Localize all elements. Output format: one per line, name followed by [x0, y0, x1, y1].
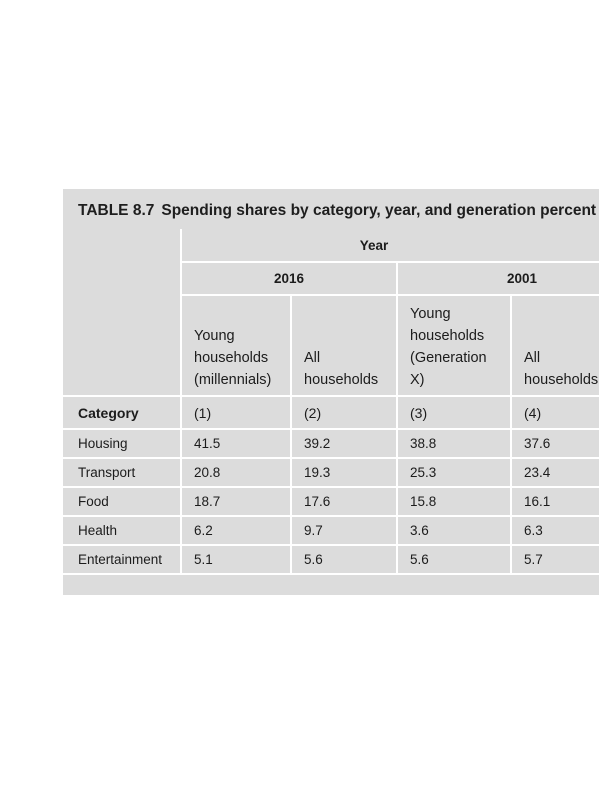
row-category: Health: [63, 515, 182, 546]
col3-label: Young households (Generation X): [396, 294, 512, 397]
header-row-year: Year: [63, 229, 599, 397]
row-value: 39.2: [290, 428, 398, 459]
spending-table: Year 2016 2001 Young households (millennia…: [63, 229, 599, 575]
col1-label: Young households (millennials): [180, 294, 292, 397]
table-row: Entertainment 5.1 5.6 5.6 5.7: [63, 544, 599, 575]
row-value: 5.7: [509, 544, 599, 575]
col3-index: (3): [396, 395, 512, 430]
year-2001-header: 2001: [395, 261, 599, 296]
table-row: Transport 20.8 19.3 25.3 23.4: [63, 457, 599, 488]
col4-label: All households: [509, 294, 599, 397]
row-value: 19.3: [290, 457, 398, 488]
table-row: Health 6.2 9.7 3.6 6.3: [63, 515, 599, 546]
row-value: 15.8: [396, 486, 512, 517]
row-value: 6.2: [180, 515, 292, 546]
row-category: Food: [63, 486, 182, 517]
row-value: 17.6: [290, 486, 398, 517]
year-2016-header: 2016: [180, 261, 398, 296]
row-value: 6.3: [509, 515, 599, 546]
row-value: 9.7: [290, 515, 398, 546]
table-caption-text: Spending shares by category, year, and g…: [161, 202, 597, 219]
row-value: 20.8: [180, 457, 292, 488]
col2-label: All households: [290, 294, 398, 397]
row-category: Transport: [63, 457, 182, 488]
row-value: 38.8: [396, 428, 512, 459]
col4-index: (4): [509, 395, 599, 430]
blank-header-cell: [63, 229, 182, 397]
row-value: 25.3: [396, 457, 512, 488]
row-value: 18.7: [180, 486, 292, 517]
index-row: Category (1) (2) (3) (4): [63, 395, 599, 430]
row-value: 41.5: [180, 428, 292, 459]
table-row: Food 18.7 17.6 15.8 16.1: [63, 486, 599, 517]
table-panel: TABLE 8.7 Spending shares by category, ye…: [63, 189, 599, 595]
row-value: 23.4: [509, 457, 599, 488]
table-caption: TABLE 8.7 Spending shares by category, ye…: [78, 202, 596, 220]
row-value: 5.6: [290, 544, 398, 575]
row-value: 16.1: [509, 486, 599, 517]
header-row-descriptions: Young households (millennials) All househol…: [63, 294, 599, 397]
header-row-years: 2016 2001: [63, 261, 599, 296]
row-category: Entertainment: [63, 544, 182, 575]
row-value: 3.6: [396, 515, 512, 546]
category-header: Category: [63, 395, 182, 430]
row-value: 5.6: [396, 544, 512, 575]
row-value: 37.6: [509, 428, 599, 459]
row-value: 5.1: [180, 544, 292, 575]
col2-index: (2): [290, 395, 398, 430]
table-number: TABLE 8.7: [78, 202, 155, 219]
table-row: Housing 41.5 39.2 38.8 37.6: [63, 428, 599, 459]
year-header: Year: [179, 229, 599, 263]
row-category: Housing: [63, 428, 182, 459]
col1-index: (1): [180, 395, 292, 430]
